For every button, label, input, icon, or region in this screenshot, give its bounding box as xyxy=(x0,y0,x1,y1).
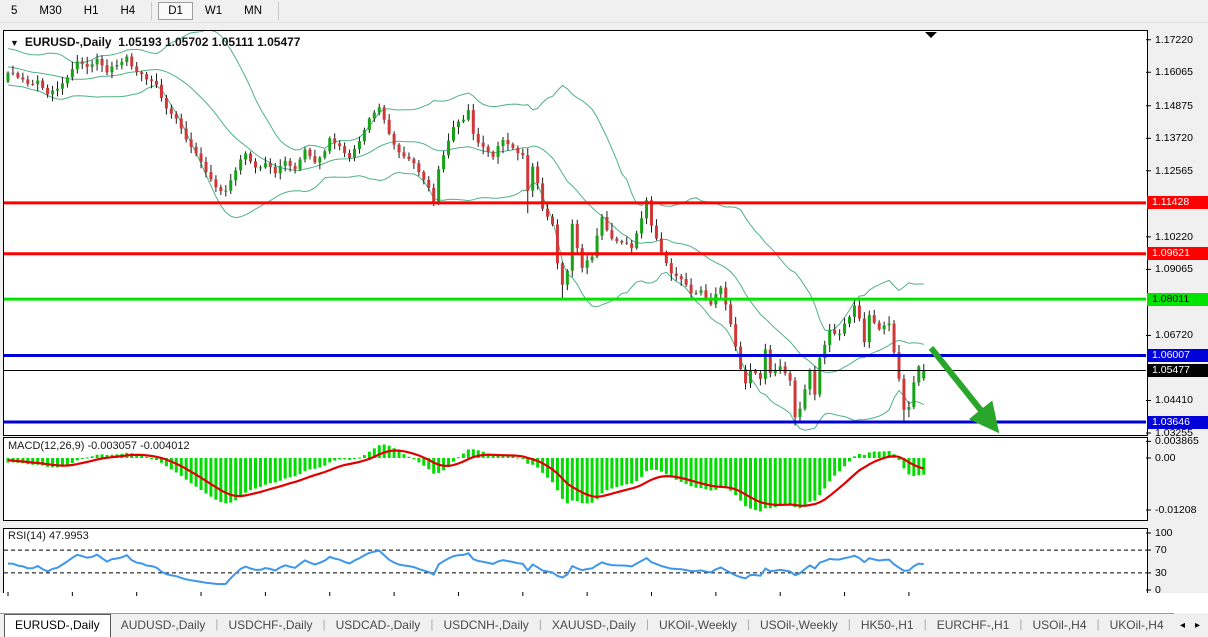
chart-tab-usoil-weekly[interactable]: USOil-,Weekly xyxy=(759,618,838,632)
price-tick: 1.04410 xyxy=(1155,394,1193,407)
chart-tab-audusd-daily[interactable]: AUDUSD-,Daily xyxy=(120,618,206,632)
timeframe-button-M30[interactable]: M30 xyxy=(39,5,62,17)
chart-tab-ukoil-weekly[interactable]: UKOil-,Weekly xyxy=(659,618,737,632)
tab-separator: | xyxy=(1019,617,1023,631)
tab-separator: | xyxy=(430,617,434,631)
rsi-tick: 70 xyxy=(1155,544,1167,557)
macd-tick: -0.01208 xyxy=(1155,503,1197,516)
rsi-panel[interactable] xyxy=(3,528,1148,594)
tab-separator: | xyxy=(847,617,851,631)
tab-separator: | xyxy=(322,617,326,631)
date-axis: 29 Sep 202118 Oct 20215 Nov 202124 Nov 2… xyxy=(0,593,1208,613)
price-tick: 1.16065 xyxy=(1155,66,1193,79)
chart-ohlc-values: 1.05193 1.05702 1.05111 1.05477 xyxy=(118,35,301,49)
price-tick: 1.13720 xyxy=(1155,132,1193,145)
rsi-tick: 0 xyxy=(1155,584,1161,596)
tab-scroll-left-icon[interactable]: ◂ xyxy=(1179,619,1185,631)
main-chart-panel[interactable] xyxy=(3,30,1148,436)
timeframe-button-W1[interactable]: W1 xyxy=(204,5,223,17)
price-tick: 1.03255 xyxy=(1155,427,1193,439)
price-tick: 1.10220 xyxy=(1155,230,1193,243)
tab-scroll-arrows: ◂ ▸ xyxy=(1173,613,1208,637)
chart-tab-usoil-h4[interactable]: USOil-,H4 xyxy=(1032,618,1087,632)
chart-tab-hk50-h1[interactable]: HK50-,H1 xyxy=(860,618,914,632)
price-tick: 1.17220 xyxy=(1155,33,1193,46)
price-line-label: 1.05477 xyxy=(1147,363,1208,377)
chart-symbol-period: EURUSD-,Daily xyxy=(24,35,112,49)
price-line-label: 1.08011 xyxy=(1147,292,1208,306)
price-line-label: 1.09621 xyxy=(1147,247,1208,261)
tab-separator: | xyxy=(645,617,650,631)
tab-separator: | xyxy=(1096,617,1100,631)
macd-tick: 0.00 xyxy=(1155,452,1176,464)
chart-tab-usdcnh-daily[interactable]: USDCNH-,Daily xyxy=(443,618,529,632)
chart-tab-eurchf-h1[interactable]: EURCHF-,H1 xyxy=(936,618,1010,632)
chart-title: ▼ EURUSD-,Daily 1.05193 1.05702 1.05111 1… xyxy=(10,35,300,49)
timeframe-button-H4[interactable]: H4 xyxy=(120,5,136,17)
price-tick: 1.09065 xyxy=(1155,263,1193,276)
tab-separator: | xyxy=(923,617,927,631)
price-tick: 1.06720 xyxy=(1155,329,1193,342)
macd-label: MACD(12,26,9) -0.003057 -0.004012 xyxy=(8,440,190,452)
macd-tick: 0.003865 xyxy=(1155,435,1199,448)
toolbar-separator xyxy=(151,2,153,20)
timeframe-button-5[interactable]: 5 xyxy=(11,5,18,17)
toolbar-separator xyxy=(278,2,280,20)
tab-separator: | xyxy=(215,617,219,631)
tab-separator: | xyxy=(538,617,542,631)
chart-tab-usdcad-daily[interactable]: USDCAD-,Daily xyxy=(335,618,421,632)
price-tick: 1.12565 xyxy=(1155,164,1193,177)
chart-tab-bar: EURUSD-,Daily AUDUSD-,Daily | USDCHF-,Daily… xyxy=(0,613,1208,637)
chart-tab-eurusd-daily[interactable]: EURUSD-,Daily xyxy=(4,614,111,637)
timeframe-toolbar: 5 M30 H1 H4 D1 W1 MN xyxy=(0,0,1208,23)
timeframe-button-H1[interactable]: H1 xyxy=(83,5,99,17)
chart-tab-usdchf-daily[interactable]: USDCHF-,Daily xyxy=(228,618,313,632)
chart-dropdown-icon: ▼ xyxy=(10,38,19,48)
rsi-tick: 100 xyxy=(1155,527,1173,539)
timeframe-button-D1[interactable]: D1 xyxy=(158,2,193,20)
chart-tab-ukoil-h4[interactable]: UKOil-,H4 xyxy=(1109,618,1164,632)
price-line-label: 1.06007 xyxy=(1147,349,1208,362)
chart-tab-xauusd-daily[interactable]: XAUUSD-,Daily xyxy=(551,618,636,632)
price-line-label: 1.11428 xyxy=(1147,196,1208,210)
tab-separator: | xyxy=(746,617,750,631)
timeframe-button-MN[interactable]: MN xyxy=(244,5,263,17)
tab-scroll-right-icon[interactable]: ▸ xyxy=(1194,619,1200,631)
price-line-label: 1.03646 xyxy=(1147,415,1208,429)
rsi-label: RSI(14) 47.9953 xyxy=(8,530,89,542)
rsi-tick: 30 xyxy=(1155,566,1167,579)
price-tick: 1.14875 xyxy=(1155,99,1193,112)
